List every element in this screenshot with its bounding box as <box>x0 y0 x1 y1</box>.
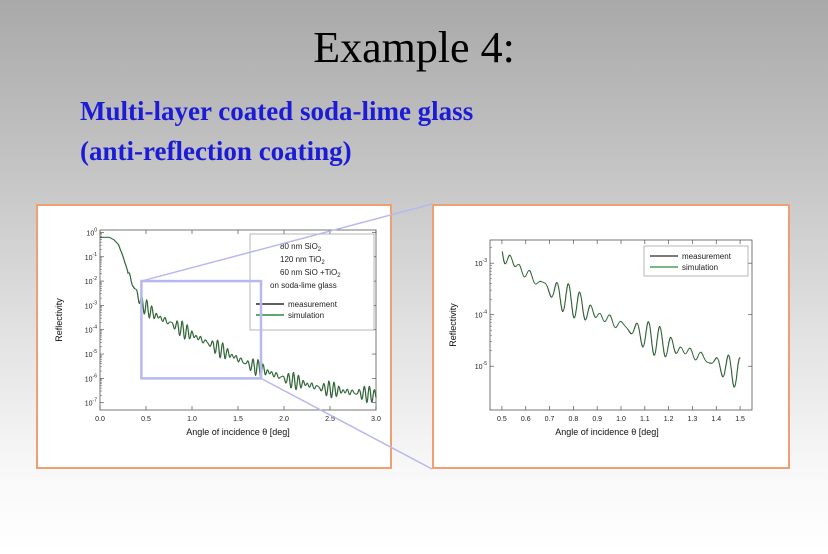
simulation-series-line <box>502 251 741 388</box>
slide-title: Example 4: <box>313 23 515 72</box>
legend-label: simulation <box>288 311 324 320</box>
subtitle-line-2: (anti-reflection coating) <box>80 136 352 166</box>
legend-label: simulation <box>682 263 718 272</box>
y-tick-label: 10-1 <box>85 252 97 262</box>
y-axis-label: Reflectivity <box>448 303 458 347</box>
y-tick-label: 10-4 <box>475 310 487 320</box>
x-tick-label: 1.4 <box>711 416 721 423</box>
x-tick-label: 1.5 <box>735 416 745 423</box>
y-axis-label: Reflectivity <box>54 298 64 342</box>
y-tick-label: 10-7 <box>85 398 97 408</box>
legend-label: measurement <box>682 252 732 261</box>
x-tick-label: 2.5 <box>325 416 335 423</box>
x-tick-label: 0.7 <box>545 416 555 423</box>
x-axis-label: Angle of incidence θ [deg] <box>555 427 659 437</box>
zoomed-reflectivity-chart: 0.5 0.6 0.7 0.8 0.9 1.0 1.1 1.2 1.3 1.4 1.5 10-3 10-… <box>448 239 753 437</box>
x-tick-label: 0.8 <box>568 416 578 423</box>
legend-box <box>643 245 749 277</box>
y-tick-label: 10-6 <box>85 373 97 383</box>
x-tick-label: 0.0 <box>95 416 105 423</box>
x-tick-label: 2.0 <box>279 416 289 423</box>
y-tick-label: 100 <box>86 227 97 237</box>
x-tick-label: 1.2 <box>664 416 674 423</box>
x-tick-label: 1.0 <box>616 416 626 423</box>
x-tick-label: 1.5 <box>233 416 243 423</box>
overview-reflectivity-chart: 0.0 0.5 1.0 1.5 2.0 2.5 3.0 100 10-1 10-2 10-3 10-4… <box>54 227 381 437</box>
x-tick-label: 1.3 <box>688 416 698 423</box>
y-tick-label: 10-2 <box>85 276 97 286</box>
x-tick-label: 0.5 <box>141 416 151 423</box>
x-tick-label: 3.0 <box>371 416 381 423</box>
x-tick-label: 1.1 <box>640 416 650 423</box>
x-tick-label: 1.0 <box>187 416 197 423</box>
overview-chart-panel: 0.0 0.5 1.0 1.5 2.0 2.5 3.0 100 10-1 10-2 10-3 10-4… <box>36 204 392 469</box>
legend-label: measurement <box>288 300 338 309</box>
x-axis-label: Angle of incidence θ [deg] <box>186 427 290 437</box>
y-tick-label: 10-3 <box>475 258 487 268</box>
y-tick-label: 10-4 <box>85 325 97 335</box>
x-tick-label: 0.5 <box>497 416 507 423</box>
x-tick-label: 0.9 <box>592 416 602 423</box>
x-tick-label: 0.6 <box>521 416 531 423</box>
y-tick-label: 10-5 <box>85 349 97 359</box>
y-tick-label: 10-5 <box>475 361 487 371</box>
legend-stack-line: on soda-lime glass <box>270 281 337 290</box>
subtitle-line-1: Multi-layer coated soda-lime glass <box>80 96 474 126</box>
zoom-chart-panel: 0.5 0.6 0.7 0.8 0.9 1.0 1.1 1.2 1.3 1.4 1.5 10-3 10-… <box>432 204 790 469</box>
zoom-region-box <box>140 279 263 380</box>
y-tick-label: 10-3 <box>85 300 97 310</box>
